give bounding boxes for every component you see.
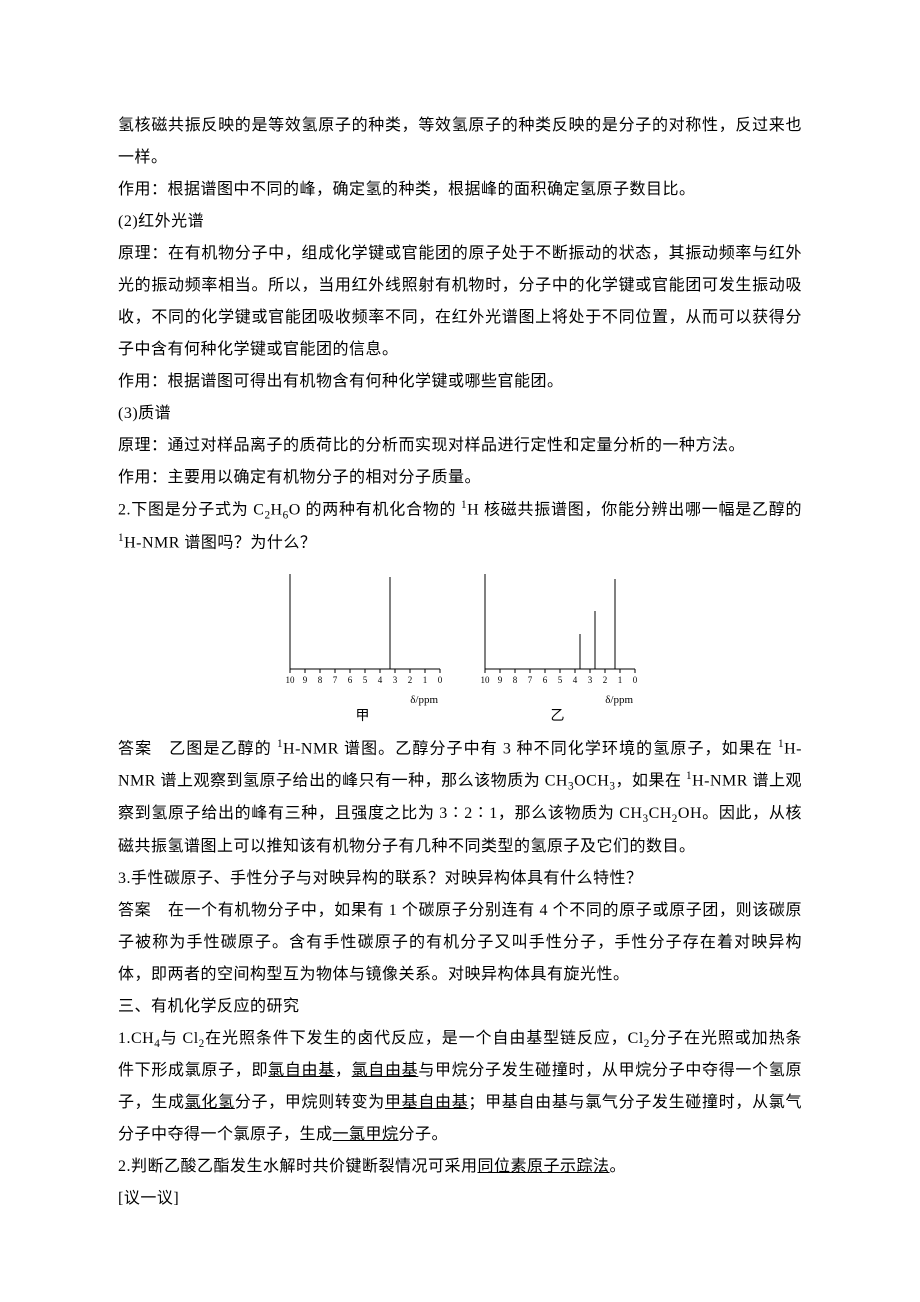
question-3: 3.手性碳原子、手性分子与对映异构的联系？对映异构体具有什么特性？ <box>118 863 802 895</box>
paragraph-hnmr-symmetry: 氢核磁共振反映的是等效氢原子的种类，等效氢原子的种类反映的是分子的对称性，反过来… <box>118 110 802 174</box>
i2-c: 。 <box>610 1158 627 1175</box>
question-2: 2.下图是分子式为 C2H6O 的两种有机化合物的 1H 核磁共振谱图，你能分辨… <box>118 494 802 559</box>
svg-text:8: 8 <box>318 675 323 685</box>
svg-text:4: 4 <box>378 675 383 685</box>
svg-text:5: 5 <box>363 675 368 685</box>
paragraph-hnmr-use: 作用：根据谱图中不同的峰，确定氢的种类，根据峰的面积确定氢原子数目比。 <box>118 174 802 206</box>
a2-text-e: ，如果在 <box>615 773 686 790</box>
nmr-svg-jia: 109876543210 <box>280 569 445 694</box>
heading-discuss: [议一议] <box>118 1183 802 1215</box>
q2-text-d: H-NMR 谱图吗？为什么？ <box>124 534 316 551</box>
svg-text:3: 3 <box>588 675 593 685</box>
svg-text:7: 7 <box>333 675 338 685</box>
paragraph-ms-use: 作用：主要用以确定有机物分子的相对分子质量。 <box>118 462 802 494</box>
item-2-isotope: 2.判断乙酸乙酯发生水解时共价键断裂情况可采用同位素原子示踪法。 <box>118 1151 802 1183</box>
answer-2: 答案 乙图是乙醇的 1H-NMR 谱图。乙醇分子中有 3 种不同化学环境的氢原子… <box>118 733 802 863</box>
nmr-chart-jia: 109876543210 δ/ppm 甲 <box>280 569 445 727</box>
svg-text:1: 1 <box>423 675 428 685</box>
nmr-chart-yi: 109876543210 δ/ppm 乙 <box>475 569 640 727</box>
i1-b: 与 Cl <box>160 1030 198 1047</box>
ul-cl-radical-1: 氯自由基 <box>268 1062 335 1079</box>
item-1-halogenation: 1.CH4与 Cl2在光照条件下发生的卤代反应，是一个自由基型链反应，Cl2分子… <box>118 1023 802 1152</box>
heading-section-3: 三、有机化学反应的研究 <box>118 991 802 1023</box>
a2-text-g: CH <box>649 805 672 822</box>
q2-text-b: O 的两种有机化合物的 <box>289 501 461 518</box>
svg-text:6: 6 <box>348 675 353 685</box>
i1-c: 在光照条件下发生的卤代反应，是一个自由基型链反应，Cl <box>205 1030 644 1047</box>
i2-a: 2.判断乙酸乙酯发生水解时共价键断裂情况可采用 <box>118 1158 478 1175</box>
paragraph-ir-principle: 原理：在有机物分子中，组成化学键或官能团的原子处于不断振动的状态，其振动频率与红… <box>118 238 802 366</box>
ul-hcl: 氯化氢 <box>185 1094 235 1111</box>
a2-text-b: H-NMR 谱图。乙醇分子中有 3 种不同化学环境的氢原子，如果在 <box>283 740 778 757</box>
heading-ms: (3)质谱 <box>118 398 802 430</box>
svg-text:9: 9 <box>303 675 308 685</box>
nmr-caption-jia: 甲 <box>356 707 370 727</box>
svg-text:2: 2 <box>408 675 413 685</box>
q2-text-c: H 核磁共振谱图，你能分辨出哪一幅是乙醇的 <box>467 501 802 518</box>
svg-text:9: 9 <box>498 675 503 685</box>
q2-text-a: 2.下图是分子式为 C <box>118 501 264 518</box>
nmr-axis-jia: δ/ppm <box>280 694 445 707</box>
i1-n: 分子。 <box>399 1126 449 1143</box>
svg-text:10: 10 <box>481 675 491 685</box>
svg-text:0: 0 <box>633 675 638 685</box>
svg-text:5: 5 <box>558 675 563 685</box>
svg-text:1: 1 <box>618 675 623 685</box>
a2-text-d: OCH <box>574 773 609 790</box>
svg-text:2: 2 <box>603 675 608 685</box>
paragraph-ir-use: 作用：根据谱图可得出有机物含有何种化学键或哪些官能团。 <box>118 366 802 398</box>
answer-3: 答案 在一个有机物分子中，如果有 1 个碳原子分别连有 4 个不同的原子或原子团… <box>118 895 802 991</box>
svg-text:7: 7 <box>528 675 533 685</box>
nmr-svg-yi: 109876543210 <box>475 569 640 694</box>
heading-ir: (2)红外光谱 <box>118 206 802 238</box>
ul-isotope-tracing: 同位素原子示踪法 <box>478 1158 610 1175</box>
svg-text:8: 8 <box>513 675 518 685</box>
svg-text:6: 6 <box>543 675 548 685</box>
svg-text:4: 4 <box>573 675 578 685</box>
i1-a: 1.CH <box>118 1030 154 1047</box>
nmr-caption-yi: 乙 <box>551 707 565 727</box>
paragraph-ms-principle: 原理：通过对样品离子的质荷比的分析而实现对样品进行定性和定量分析的一种方法。 <box>118 430 802 462</box>
nmr-figure-row: 109876543210 δ/ppm 甲 109876543210 δ/ppm … <box>118 569 802 727</box>
svg-text:10: 10 <box>286 675 296 685</box>
svg-text:0: 0 <box>438 675 443 685</box>
ul-cl-radical-2: 氯自由基 <box>352 1062 419 1079</box>
svg-text:3: 3 <box>393 675 398 685</box>
ul-chloromethane: 一氯甲烷 <box>333 1126 399 1143</box>
nmr-axis-yi: δ/ppm <box>475 694 640 707</box>
q2-h6: H <box>271 501 283 518</box>
ul-methyl-radical: 甲基自由基 <box>385 1094 468 1111</box>
i1-j: 分子，甲烷则转变为 <box>235 1094 385 1111</box>
i1-f: ， <box>335 1062 352 1079</box>
a2-text-a: 答案 乙图是乙醇的 <box>118 740 277 757</box>
